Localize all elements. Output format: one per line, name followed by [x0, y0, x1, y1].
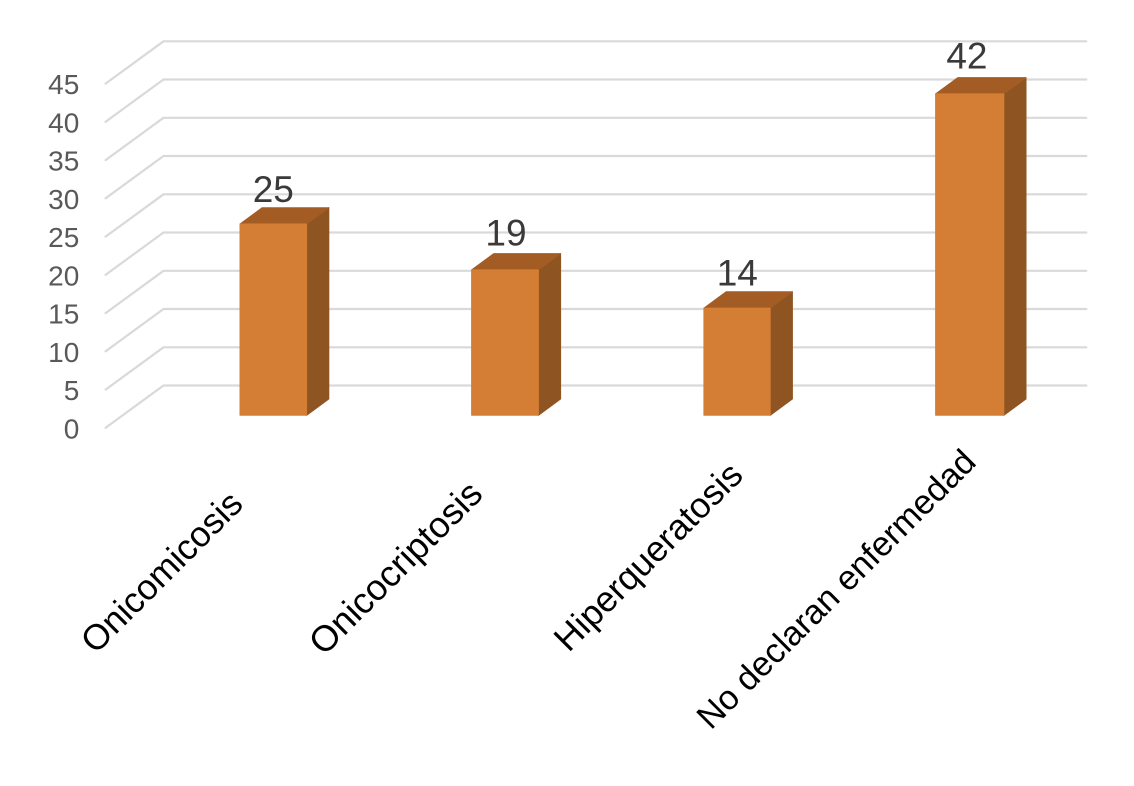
svg-text:42: 42 [946, 35, 987, 76]
svg-text:40: 40 [48, 107, 79, 138]
svg-text:14: 14 [717, 252, 758, 293]
svg-text:45: 45 [48, 69, 79, 100]
svg-text:25: 25 [48, 222, 79, 253]
svg-text:35: 35 [48, 146, 79, 177]
svg-text:5: 5 [64, 375, 80, 406]
svg-text:0: 0 [64, 413, 80, 444]
svg-text:10: 10 [48, 337, 79, 368]
svg-text:19: 19 [485, 213, 526, 254]
svg-text:15: 15 [48, 299, 79, 330]
svg-text:25: 25 [253, 169, 294, 210]
svg-text:20: 20 [48, 260, 79, 291]
svg-text:30: 30 [48, 184, 79, 215]
